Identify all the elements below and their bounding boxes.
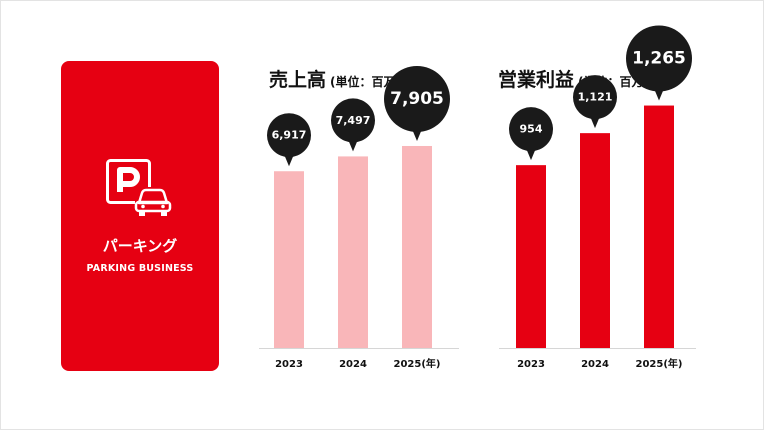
data-label: 7,497: [336, 114, 371, 127]
value-bubble-2023: 6,917: [267, 113, 311, 167]
operating-profit-bar-chart: 954 2023 1,121 2024 1,265 2025(年): [499, 25, 696, 370]
bar-2024: [580, 133, 610, 348]
x-tick-label: 2024: [339, 359, 367, 370]
bubble-circle: [331, 98, 375, 143]
bar-2025: [402, 145, 432, 348]
sales-bar-chart: 6,917 2023 7,497 2024 7,905 2025(年): [259, 65, 459, 370]
bubble-pointer: [590, 116, 600, 129]
bar-2023: [516, 165, 546, 348]
bar-2023: [274, 171, 304, 348]
bubble-pointer: [526, 148, 536, 161]
bubble-pointer: [654, 88, 664, 101]
bubble-circle: [384, 65, 450, 132]
parking-business-card: パーキング PARKING BUSINESS: [61, 61, 219, 371]
bar-2025: [644, 105, 674, 349]
value-bubble-2023: 954: [509, 107, 553, 161]
bubble-circle: [626, 25, 692, 92]
card-subtitle: PARKING BUSINESS: [86, 263, 194, 274]
bubble-pointer: [412, 128, 422, 141]
data-label: 7,905: [390, 89, 444, 109]
parking-car-icon: [106, 159, 172, 216]
data-label: 1,121: [578, 91, 613, 104]
x-tick-label: 2023: [275, 359, 303, 370]
bubble-circle: [267, 113, 311, 158]
bubble-circle: [509, 107, 553, 152]
data-label: 954: [520, 123, 543, 136]
bubble-pointer: [284, 154, 294, 167]
x-tick-label: 2025(年): [636, 357, 683, 370]
bubble-circle: [573, 75, 617, 120]
x-tick-label: 2024: [581, 359, 609, 370]
data-label: 1,265: [632, 49, 686, 69]
sales-title-text: 売上高: [269, 69, 327, 91]
value-bubble-2025: 1,265: [626, 25, 692, 101]
value-bubble-2024: 7,497: [331, 98, 375, 152]
x-tick-label: 2025(年): [394, 357, 441, 370]
bubble-pointer: [348, 139, 358, 152]
x-tick-label: 2023: [517, 359, 545, 370]
profit-title-text: 営業利益: [498, 69, 575, 91]
data-label: 6,917: [272, 129, 307, 142]
bar-2024: [338, 156, 368, 348]
value-bubble-2024: 1,121: [573, 75, 617, 129]
value-bubble-2025: 7,905: [384, 65, 450, 141]
card-title: パーキング: [102, 237, 178, 255]
